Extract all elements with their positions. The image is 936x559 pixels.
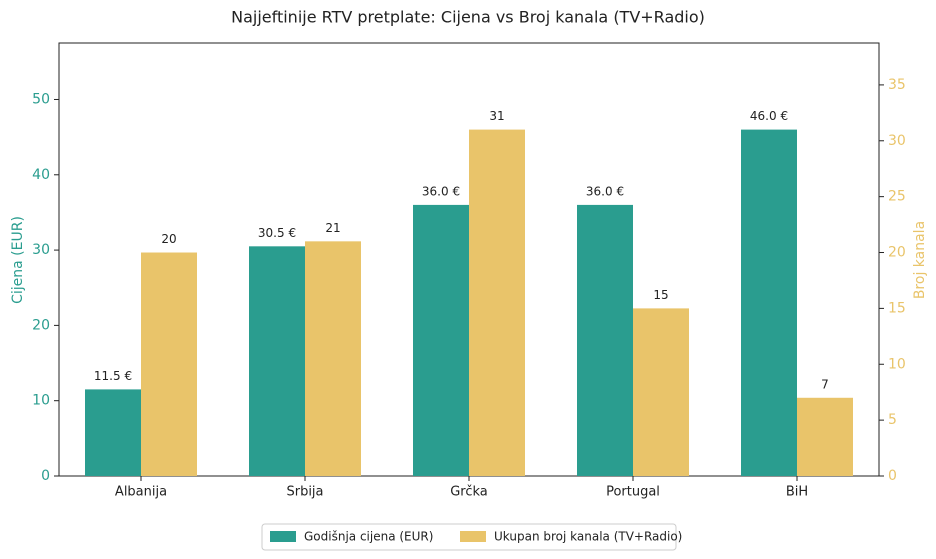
legend-label: Ukupan broj kanala (TV+Radio) <box>494 530 682 544</box>
value-label: 11.5 € <box>94 369 132 383</box>
y-tick-label: 40 <box>32 167 50 183</box>
y-tick-label: 10 <box>32 393 50 409</box>
value-label: 36.0 € <box>422 184 460 198</box>
bar <box>413 204 469 476</box>
value-label: 21 <box>325 221 340 235</box>
chart-title: Najjeftinije RTV pretplate: Cijena vs Br… <box>231 8 705 27</box>
y2-tick-label: 5 <box>888 412 897 428</box>
value-label: 20 <box>161 232 176 246</box>
x-tick-label: Grčka <box>450 485 488 500</box>
x-tick-label: Portugal <box>606 485 660 500</box>
value-label: 36.0 € <box>586 184 624 198</box>
bar <box>305 241 361 476</box>
bar <box>633 308 689 476</box>
value-label: 30.5 € <box>258 226 296 240</box>
y2-tick-label: 10 <box>888 356 906 372</box>
value-label: 7 <box>821 377 829 391</box>
legend-swatch <box>270 531 296 542</box>
x-tick-label: Srbija <box>286 485 323 500</box>
y-axis-label: Cijena (EUR) <box>10 216 26 304</box>
value-label: 15 <box>653 288 668 302</box>
y2-tick-label: 20 <box>888 245 906 261</box>
legend-label: Godišnja cijena (EUR) <box>304 530 433 544</box>
bar <box>141 252 197 476</box>
bar <box>469 129 525 476</box>
y-tick-label: 30 <box>32 242 50 258</box>
bar <box>577 204 633 476</box>
value-label: 46.0 € <box>750 109 788 123</box>
y2-tick-label: 35 <box>888 77 906 93</box>
bar <box>797 397 853 476</box>
y2-tick-label: 30 <box>888 133 906 149</box>
y-tick-label: 50 <box>32 91 50 107</box>
value-label: 31 <box>489 109 504 123</box>
y2-tick-label: 25 <box>888 189 906 205</box>
legend-swatch <box>460 531 486 542</box>
bar <box>85 389 141 476</box>
bar <box>249 246 305 476</box>
y2-axis-label: Broj kanala <box>912 221 928 299</box>
x-tick-label: Albanija <box>115 485 167 500</box>
y2-tick-label: 0 <box>888 468 897 484</box>
x-tick-label: BiH <box>786 485 808 500</box>
y-tick-label: 0 <box>41 468 50 484</box>
y2-tick-label: 15 <box>888 300 906 316</box>
y-tick-label: 20 <box>32 317 50 333</box>
bar <box>741 129 797 476</box>
